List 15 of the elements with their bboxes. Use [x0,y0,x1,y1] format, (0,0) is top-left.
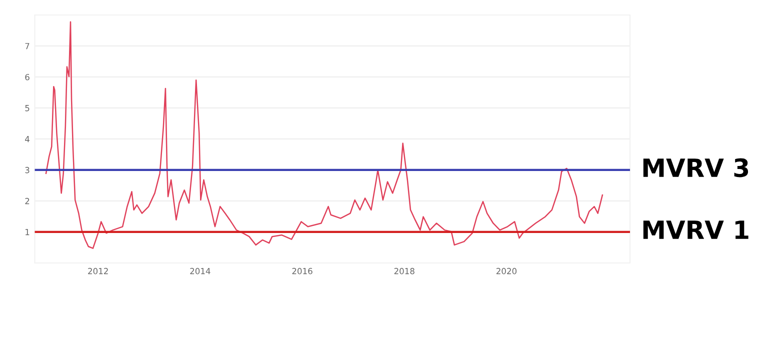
ref-line-label: MVRV 3 [643,158,748,178]
line-series [45,21,604,249]
x-tick-label: 2012 [88,268,108,274]
x-tick-label: 2016 [292,268,312,274]
x-tick-label: 2018 [394,268,414,274]
x-tick-label: 2020 [496,268,517,274]
ref-line-label: MVRV 1 [643,220,748,239]
y-tick-label: 3 [25,166,30,174]
y-tick-label: 4 [25,136,30,142]
y-tick-label: 5 [25,105,30,112]
y-tick-label: 7 [25,43,30,50]
y-tick-label: 2 [25,198,30,204]
y-tick-label: 6 [25,74,30,80]
x-tick-label: 2014 [190,268,210,274]
y-tick-label: 1 [26,229,30,236]
